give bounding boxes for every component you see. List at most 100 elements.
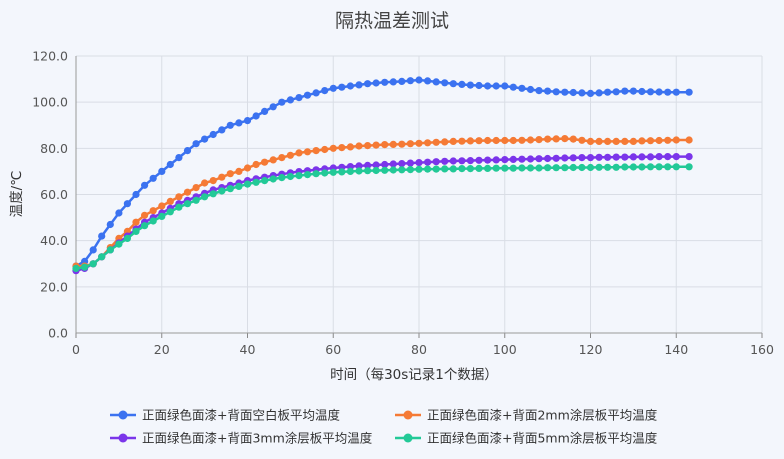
data-point bbox=[175, 154, 183, 162]
legend-item[interactable]: 正面绿色面漆+背面5mm涂层板平均温度 bbox=[395, 431, 658, 446]
data-point bbox=[586, 89, 595, 97]
data-point bbox=[569, 163, 577, 172]
data-point bbox=[338, 144, 346, 152]
data-point bbox=[338, 83, 346, 91]
data-point bbox=[72, 264, 80, 272]
data-point bbox=[492, 164, 500, 172]
data-point bbox=[415, 165, 423, 173]
data-point bbox=[509, 164, 517, 172]
data-point bbox=[166, 197, 174, 205]
data-point bbox=[89, 246, 97, 254]
y-tick-label: 40.0 bbox=[40, 233, 68, 248]
data-point bbox=[685, 88, 693, 96]
data-point bbox=[261, 158, 269, 166]
data-point bbox=[295, 149, 303, 157]
data-point bbox=[303, 148, 312, 156]
data-point bbox=[552, 135, 560, 143]
data-point bbox=[149, 174, 157, 182]
data-point bbox=[518, 84, 526, 92]
series-layer bbox=[72, 76, 693, 275]
data-point bbox=[389, 78, 397, 86]
series-1 bbox=[72, 76, 693, 270]
data-point bbox=[552, 154, 560, 162]
data-point bbox=[243, 117, 252, 125]
data-point bbox=[604, 153, 612, 161]
data-point bbox=[664, 88, 672, 96]
data-point bbox=[646, 163, 655, 171]
data-point bbox=[141, 181, 149, 189]
series-4 bbox=[72, 163, 693, 272]
data-point bbox=[501, 82, 509, 90]
y-tick-label: 120.0 bbox=[32, 49, 68, 64]
y-tick-label: 80.0 bbox=[40, 141, 68, 156]
x-tick-label: 80 bbox=[411, 342, 427, 357]
data-point bbox=[672, 153, 680, 161]
data-point bbox=[166, 208, 174, 216]
data-point bbox=[252, 178, 260, 186]
data-point bbox=[329, 168, 337, 176]
data-point bbox=[441, 165, 449, 173]
data-point bbox=[685, 136, 693, 144]
data-point bbox=[629, 153, 638, 161]
axes: 0.0 20.0 40.0 60.0 80.0 100.0 120.0 0 20 40 60 80 10… bbox=[32, 49, 774, 358]
chart-title: 隔热温差测试 bbox=[335, 10, 449, 32]
legend-swatch-marker bbox=[403, 433, 413, 443]
data-point bbox=[604, 88, 612, 96]
data-point bbox=[415, 159, 423, 167]
data-point bbox=[218, 187, 226, 195]
data-point bbox=[278, 154, 286, 162]
data-point bbox=[638, 153, 646, 161]
data-point bbox=[655, 88, 663, 96]
data-point bbox=[115, 240, 123, 248]
data-point bbox=[269, 103, 277, 111]
legend-item[interactable]: 正面绿色面漆+背面2mm涂层板平均温度 bbox=[395, 408, 658, 423]
data-point bbox=[484, 136, 492, 145]
legend-swatch-marker bbox=[118, 433, 128, 443]
data-point bbox=[175, 203, 183, 211]
data-point bbox=[664, 136, 672, 144]
data-point bbox=[552, 164, 560, 172]
data-point bbox=[604, 137, 612, 145]
data-point bbox=[106, 246, 114, 254]
data-point bbox=[141, 211, 149, 219]
data-point bbox=[432, 138, 440, 146]
grid bbox=[75, 55, 763, 334]
data-point bbox=[458, 80, 466, 88]
data-point bbox=[321, 145, 329, 154]
data-point bbox=[346, 167, 354, 175]
x-tick-label: 160 bbox=[750, 342, 774, 357]
data-point bbox=[226, 185, 234, 193]
x-tick-label: 20 bbox=[154, 342, 170, 357]
data-point bbox=[321, 169, 329, 177]
data-point bbox=[243, 164, 252, 172]
data-point bbox=[544, 164, 552, 172]
data-point bbox=[252, 112, 260, 120]
data-point bbox=[389, 166, 397, 174]
data-point bbox=[484, 156, 492, 164]
y-tick-label: 20.0 bbox=[40, 279, 68, 294]
data-point bbox=[329, 84, 337, 92]
data-point bbox=[132, 218, 140, 226]
data-point bbox=[612, 137, 620, 145]
data-point bbox=[655, 163, 663, 171]
data-point bbox=[561, 164, 569, 172]
data-point bbox=[364, 167, 372, 175]
legend-item[interactable]: 正面绿色面漆+背面3mm涂层板平均温度 bbox=[110, 431, 373, 446]
data-point bbox=[158, 167, 166, 175]
data-point bbox=[312, 147, 320, 155]
data-point bbox=[398, 77, 406, 85]
data-point bbox=[398, 160, 406, 168]
x-tick-label: 60 bbox=[325, 342, 341, 357]
y-tick-label: 100.0 bbox=[32, 95, 68, 110]
data-point bbox=[192, 140, 200, 148]
data-point bbox=[646, 137, 655, 145]
legend-label: 正面绿色面漆+背面5mm涂层板平均温度 bbox=[427, 431, 658, 446]
data-point bbox=[552, 88, 560, 96]
data-point bbox=[638, 137, 646, 145]
data-point bbox=[441, 138, 449, 146]
legend-item[interactable]: 正面绿色面漆+背面空白板平均温度 bbox=[110, 408, 340, 423]
data-point bbox=[655, 153, 663, 161]
data-point bbox=[381, 141, 389, 149]
data-point bbox=[535, 164, 543, 172]
